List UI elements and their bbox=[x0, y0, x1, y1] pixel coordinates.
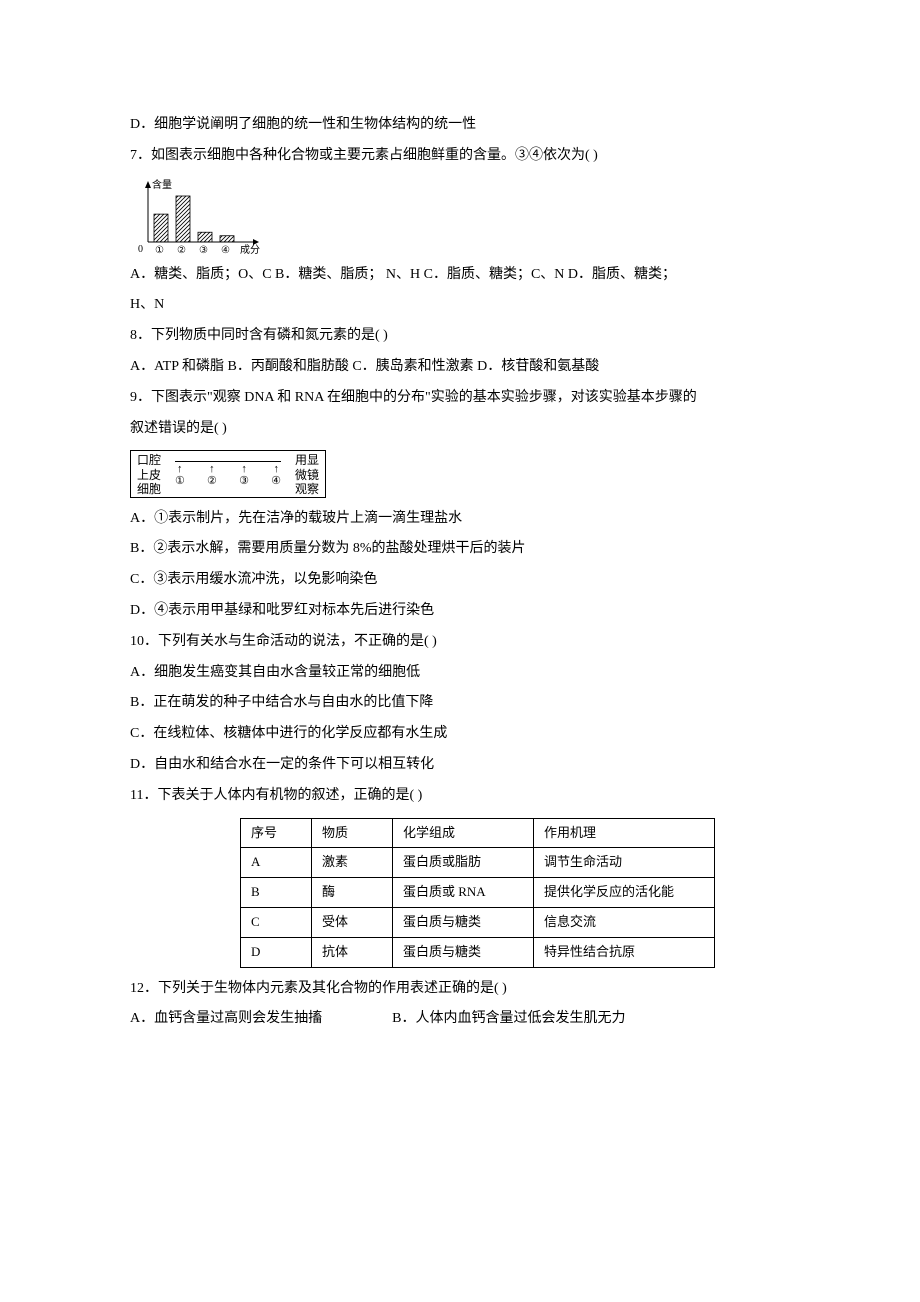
option-d-q6: D．细胞学说阐明了细胞的统一性和生物体结构的统一性 bbox=[130, 110, 790, 141]
question-11: 11．下表关于人体内有机物的叙述，正确的是( ) bbox=[130, 781, 790, 812]
svg-text:①: ① bbox=[155, 245, 164, 256]
q7-options-line2: H、N bbox=[130, 290, 790, 321]
q11-table: 序号物质化学组成作用机理A激素蛋白质或脂肪调节生命活动B酶蛋白质或 RNA提供化… bbox=[240, 818, 715, 968]
svg-text:成分: 成分 bbox=[240, 244, 260, 256]
q10-option-d: D．自由水和结合水在一定的条件下可以相互转化 bbox=[130, 750, 790, 781]
svg-text:③: ③ bbox=[199, 245, 208, 256]
question-7: 7．如图表示细胞中各种化合物或主要元素占细胞鲜重的含量。③④依次为( ) bbox=[130, 141, 790, 172]
question-8: 8．下列物质中同时含有磷和氮元素的是( ) bbox=[130, 321, 790, 352]
svg-text:②: ② bbox=[177, 245, 186, 256]
flow-diagram-q9: 口腔上皮细胞↑↑↑↑①②③④用显微镜观察 bbox=[130, 450, 326, 497]
q10-option-b: B．正在萌发的种子中结合水与自由水的比值下降 bbox=[130, 688, 790, 719]
q9-option-b: B．②表示水解，需要用质量分数为 8%的盐酸处理烘干后的装片 bbox=[130, 534, 790, 565]
q7-options-line1: A．糖类、脂质；O、C B．糖类、脂质； N、H C．脂质、糖类；C、N D．脂… bbox=[130, 260, 790, 291]
svg-text:0: 0 bbox=[138, 244, 143, 255]
question-9-line2: 叙述错误的是( ) bbox=[130, 414, 790, 445]
bar-chart-q7: 含量 0 ① ② ③ ④ 成分 bbox=[130, 176, 790, 256]
q9-option-d: D．④表示用甲基绿和吡罗红对标本先后进行染色 bbox=[130, 596, 790, 627]
q10-option-c: C．在线粒体、核糖体中进行的化学反应都有水生成 bbox=[130, 719, 790, 750]
bar-chart-svg: 含量 0 ① ② ③ ④ 成分 bbox=[130, 176, 260, 256]
q9-option-c: C．③表示用缓水流冲洗，以免影响染色 bbox=[130, 565, 790, 596]
question-10: 10．下列有关水与生命活动的说法，不正确的是( ) bbox=[130, 627, 790, 658]
svg-text:④: ④ bbox=[221, 245, 230, 256]
page: D．细胞学说阐明了细胞的统一性和生物体结构的统一性 7．如图表示细胞中各种化合物… bbox=[0, 0, 920, 1302]
q8-options: A．ATP 和磷脂 B．丙酮酸和脂肪酸 C．胰岛素和性激素 D．核苷酸和氨基酸 bbox=[130, 352, 790, 383]
q9-option-a: A．①表示制片，先在洁净的载玻片上滴一滴生理盐水 bbox=[130, 504, 790, 535]
q12-options-row: A．血钙含量过高则会发生抽搐 B．人体内血钙含量过低会发生肌无力 bbox=[130, 1004, 790, 1035]
q12-option-b: B．人体内血钙含量过低会发生肌无力 bbox=[392, 1004, 625, 1035]
svg-text:含量: 含量 bbox=[152, 178, 172, 191]
q12-option-a: A．血钙含量过高则会发生抽搐 bbox=[130, 1004, 322, 1035]
q10-option-a: A．细胞发生癌变其自由水含量较正常的细胞低 bbox=[130, 658, 790, 689]
question-9-line1: 9．下图表示"观察 DNA 和 RNA 在细胞中的分布"实验的基本实验步骤，对该… bbox=[130, 383, 790, 414]
question-12: 12．下列关于生物体内元素及其化合物的作用表述正确的是( ) bbox=[130, 974, 790, 1005]
